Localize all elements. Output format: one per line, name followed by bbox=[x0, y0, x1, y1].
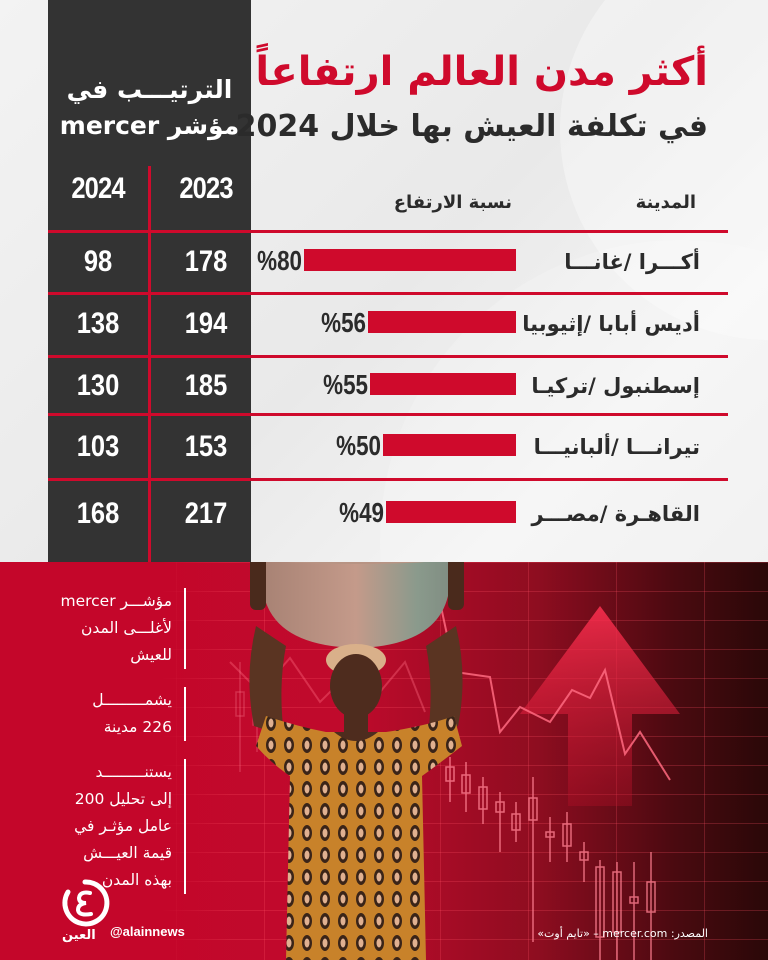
city-name: القاهـرة /مصـــر bbox=[531, 502, 700, 526]
year-2023-header: 2023 bbox=[179, 172, 233, 205]
fact-item: يشمـــــــــل 226 مدينة bbox=[16, 687, 186, 741]
fact-text: قيمة العيـــش bbox=[83, 844, 172, 862]
fact-item: مؤشـــر mercer لأغلـــى المدن للعيش bbox=[16, 588, 186, 669]
logo-text: العين bbox=[62, 928, 96, 943]
column-divider bbox=[148, 166, 151, 562]
rank-2024: 103 bbox=[76, 430, 120, 463]
increase-percent: %49 bbox=[339, 497, 384, 528]
city-name: أكـــرا /غانـــا bbox=[564, 250, 700, 274]
rank-2024: 138 bbox=[76, 307, 120, 340]
rank-2023: 217 bbox=[184, 497, 228, 530]
facts-list: مؤشـــر mercer لأغلـــى المدن للعيش يشمـ… bbox=[16, 588, 186, 912]
up-arrow-icon bbox=[520, 606, 680, 806]
city-name: أديس أبابا /إثيوبيا bbox=[522, 312, 700, 336]
fact-text: مؤشـــر mercer bbox=[60, 592, 172, 610]
alain-logo-icon bbox=[62, 879, 110, 927]
row-divider bbox=[48, 292, 728, 295]
increase-percent: %56 bbox=[321, 307, 366, 338]
column-header-city: المدينة bbox=[635, 192, 696, 213]
social-handle[interactable]: @alainnews bbox=[110, 924, 185, 939]
page-title: أكثر مدن العالم ارتفاعاً bbox=[255, 49, 708, 95]
year-2024-header: 2024 bbox=[71, 172, 125, 205]
fact-text: 226 مدينة bbox=[103, 718, 172, 736]
increase-bar bbox=[370, 373, 516, 395]
increase-bar bbox=[386, 501, 516, 523]
row-divider bbox=[48, 230, 728, 233]
top-section: الترتيـــب في مؤشر mercer 2024 2023 أكثر… bbox=[48, 0, 728, 562]
table-row: 98 178 أكـــرا /غانـــا %80 bbox=[48, 232, 728, 292]
increase-percent: %50 bbox=[336, 430, 381, 461]
increase-bar bbox=[304, 249, 516, 271]
bottom-section: مؤشـــر mercer لأغلـــى المدن للعيش يشمـ… bbox=[0, 562, 768, 960]
rank-2023: 185 bbox=[184, 369, 228, 402]
source-credit: المصدر: mercer.com – «تايم أوت» bbox=[537, 927, 708, 940]
increase-percent: %80 bbox=[257, 245, 302, 276]
background-fade bbox=[0, 562, 230, 960]
page-subtitle: في تكلفة العيش بها خلال 2024 bbox=[235, 109, 708, 144]
increase-bar bbox=[368, 311, 516, 333]
fact-text: يستنـــــــــد bbox=[95, 763, 172, 781]
table-row: 103 153 تيرانـــا /ألبانيـــا %50 bbox=[48, 417, 728, 477]
ranking-title-line2: مؤشر mercer bbox=[59, 111, 240, 140]
table-row: 138 194 أديس أبابا /إثيوبيا %56 bbox=[48, 294, 728, 354]
fact-text: يشمـــــــــل bbox=[92, 691, 172, 709]
rank-2023: 194 bbox=[184, 307, 228, 340]
city-name: تيرانـــا /ألبانيـــا bbox=[533, 435, 700, 459]
fact-item: يستنـــــــــد إلى تحليل 200 عامل مؤثـر … bbox=[16, 759, 186, 894]
rank-2023: 178 bbox=[184, 245, 228, 278]
increase-bar bbox=[383, 434, 516, 456]
rank-2024: 130 bbox=[76, 369, 120, 402]
rank-2023: 153 bbox=[184, 430, 228, 463]
ranking-title-line1: الترتيـــب في bbox=[66, 75, 233, 104]
table-row: 130 185 إسطنبول /تركيـا %55 bbox=[48, 356, 728, 416]
table-row: 168 217 القاهـرة /مصـــر %49 bbox=[48, 484, 728, 544]
woman-carrying-bowl-photo bbox=[249, 562, 464, 960]
rank-2024: 168 bbox=[76, 497, 120, 530]
row-divider bbox=[48, 413, 728, 416]
fact-text: إلى تحليل 200 bbox=[74, 790, 172, 808]
fact-text: بهذه المدن bbox=[101, 871, 172, 889]
rank-2024: 98 bbox=[83, 245, 113, 278]
city-name: إسطنبول /تركيـا bbox=[531, 374, 700, 398]
ranking-panel-title: الترتيـــب في مؤشر mercer bbox=[48, 72, 251, 144]
column-header-increase: نسبة الارتفاع bbox=[393, 192, 512, 213]
row-divider bbox=[48, 478, 728, 481]
fact-text: عامل مؤثـر في bbox=[74, 817, 172, 835]
row-divider bbox=[48, 355, 728, 358]
increase-percent: %55 bbox=[323, 369, 368, 400]
fact-text: لأغلـــى المدن bbox=[80, 619, 172, 637]
fact-text: للعيش bbox=[130, 646, 172, 664]
